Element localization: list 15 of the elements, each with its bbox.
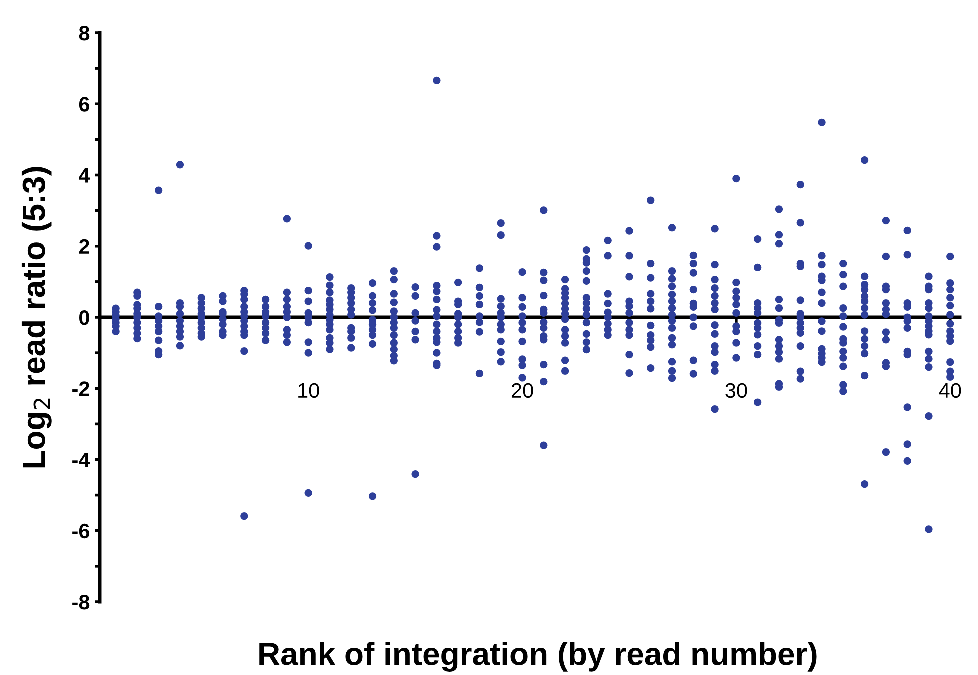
x-tick-label: 40 bbox=[939, 383, 962, 398]
y-tick-label: -8 bbox=[72, 595, 90, 610]
y-tick-label: 4 bbox=[79, 168, 90, 183]
y-tick-label: 0 bbox=[80, 310, 90, 326]
x-tick-label: 10 bbox=[298, 383, 320, 398]
y-tick-label: 2 bbox=[79, 239, 90, 254]
y-tick-label: 6 bbox=[79, 97, 90, 112]
x-axis-title: Rank of integration (by read number) bbox=[260, 642, 817, 672]
x-tick-label: 20 bbox=[512, 383, 534, 398]
y-tick-label: -4 bbox=[72, 452, 90, 468]
y-tick-label: -6 bbox=[72, 524, 90, 539]
y-tick-label: -2 bbox=[72, 382, 90, 396]
y-tick-label: 8 bbox=[79, 26, 90, 41]
y-axis-title: Log$_{2}$ read ratio (5:3) bbox=[22, 167, 52, 468]
x-tick-label: 30 bbox=[726, 383, 748, 398]
